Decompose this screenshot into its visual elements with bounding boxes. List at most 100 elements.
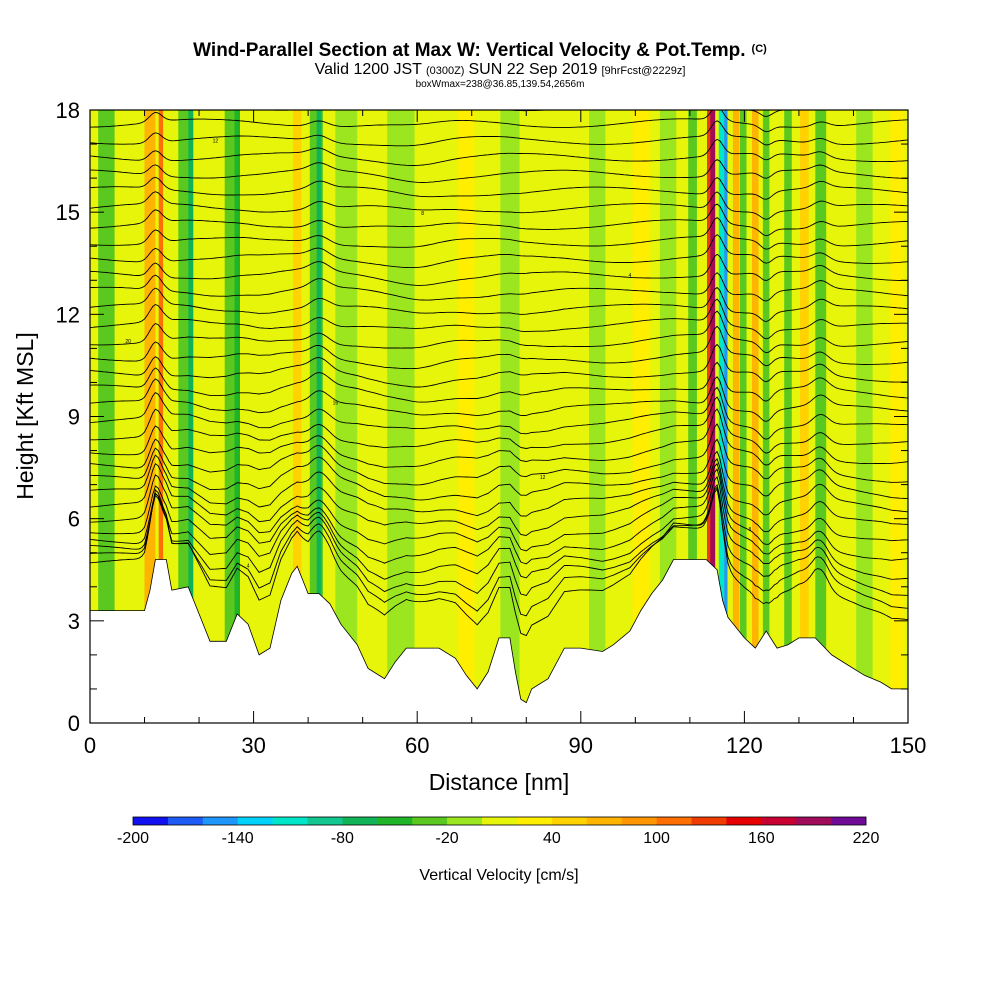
colorbar-swatch: [796, 817, 832, 825]
theta-contour: [90, 488, 908, 617]
colorbar-swatch: [726, 817, 762, 825]
theta-contour: [90, 462, 908, 552]
theta-contour: [90, 272, 908, 302]
colorbar-swatch: [621, 817, 657, 825]
contour-label: 8: [749, 527, 752, 533]
x-tick-label: 150: [890, 733, 927, 758]
theta-contour: [90, 310, 908, 354]
y-tick-label: 12: [56, 302, 80, 327]
x-axis: 0 30 60 90 120 150: [84, 110, 926, 758]
contour-label: 4: [629, 273, 632, 279]
colorbar-tick-label: 220: [853, 830, 880, 847]
y-tick-label: 0: [68, 711, 80, 736]
theta-contour: [90, 325, 908, 370]
y-tick-label: 3: [68, 609, 80, 634]
velocity-band: [762, 110, 770, 723]
theta-contour: [90, 438, 908, 501]
colorbar-swatch: [551, 817, 588, 825]
theta-contour: [90, 191, 908, 220]
y-tick-label: 6: [68, 507, 80, 532]
theta-contour: [90, 234, 908, 269]
contour-label: 12: [213, 138, 219, 144]
colorbar-swatch: [202, 817, 238, 825]
theta-contour: [90, 450, 908, 517]
theta-contour: [90, 253, 908, 286]
colorbar-swatch: [272, 817, 308, 825]
velocity-band: [752, 110, 759, 723]
theta-contour: [90, 475, 908, 580]
velocity-band: [707, 110, 711, 723]
chart-subtitle: Valid 1200 JST (0300Z) SUN 22 Sep 2019 [9hr…: [315, 61, 686, 78]
velocity-band: [234, 110, 240, 723]
theta-contour: [90, 361, 908, 403]
colorbar-tick-label: 40: [543, 830, 561, 847]
contour-label: 20: [125, 339, 131, 345]
velocity-band: [500, 110, 520, 723]
contour-label: 12: [540, 475, 546, 481]
velocity-band: [293, 110, 302, 723]
x-tick-label: 120: [726, 733, 763, 758]
colorbar-swatch: [133, 817, 169, 825]
velocity-band: [724, 110, 728, 723]
velocity-band: [732, 110, 740, 723]
x-tick-label: 0: [84, 733, 96, 758]
chart-subtitle-2: boxWmax=238@36.85,139.54,2656m: [416, 79, 585, 90]
velocity-band: [740, 110, 747, 723]
theta-contour: [90, 376, 908, 422]
theta-contour: [90, 110, 908, 133]
velocity-band: [800, 110, 809, 723]
velocity-band: [718, 110, 725, 723]
colorbar-label: Vertical Velocity [cm/s]: [419, 867, 578, 884]
colorbar-swatch: [517, 817, 553, 825]
velocity-band: [856, 110, 873, 723]
theta-contour: [90, 343, 908, 388]
theta-contour: [90, 120, 908, 147]
colorbar-tick-label: -20: [436, 830, 459, 847]
theta-contour: [90, 286, 908, 322]
theta-contour: [90, 176, 908, 200]
velocity-band: [188, 110, 194, 723]
theta-contour: [90, 486, 908, 637]
colorbar-tick-label: -140: [222, 830, 254, 847]
contour-label: 8: [421, 211, 424, 217]
velocity-band: [458, 110, 475, 723]
y-axis-label: Height [Kft MSL]: [12, 332, 38, 499]
x-axis-label: Distance [nm]: [429, 769, 570, 795]
contour-label: 4: [247, 564, 250, 570]
colorbar-tick-label: -80: [331, 830, 354, 847]
velocity-band: [387, 110, 415, 723]
colorbar-swatch: [447, 817, 483, 825]
velocity-band: [144, 110, 156, 723]
velocity-band: [158, 110, 164, 723]
velocity-band: [316, 110, 322, 723]
velocity-band: [98, 110, 115, 723]
theta-contour: [90, 138, 908, 166]
x-tick-label: 90: [569, 733, 593, 758]
theta-contour: [90, 458, 908, 536]
theta-contour: [90, 298, 908, 340]
velocity-band: [688, 110, 697, 723]
theta-contour: [90, 158, 908, 183]
colorbar-swatch: [656, 817, 692, 825]
colorbar-swatch: [237, 817, 273, 825]
colorbar-swatch: [586, 817, 622, 825]
colorbar-swatch: [307, 817, 343, 825]
colorbar-swatch: [167, 817, 204, 825]
colorbar-swatch: [831, 817, 867, 825]
chart-title-mark: (C): [752, 43, 768, 55]
colorbar-tick-label: -200: [117, 830, 149, 847]
y-axis: 0 3 6 9 12 15 18: [56, 98, 908, 736]
colorbar-tick-label: 100: [643, 830, 670, 847]
colorbar-swatch: [691, 817, 727, 825]
theta-contour: [90, 203, 908, 237]
theta-contour: [90, 217, 908, 250]
x-tick-label: 60: [405, 733, 429, 758]
chart-title: Wind-Parallel Section at Max W: Vertical…: [193, 40, 767, 61]
colorbar-tick-label: 160: [748, 830, 775, 847]
terrain-mask: [90, 559, 908, 723]
velocity-band: [784, 110, 792, 723]
theta-contour: [259, 110, 791, 117]
